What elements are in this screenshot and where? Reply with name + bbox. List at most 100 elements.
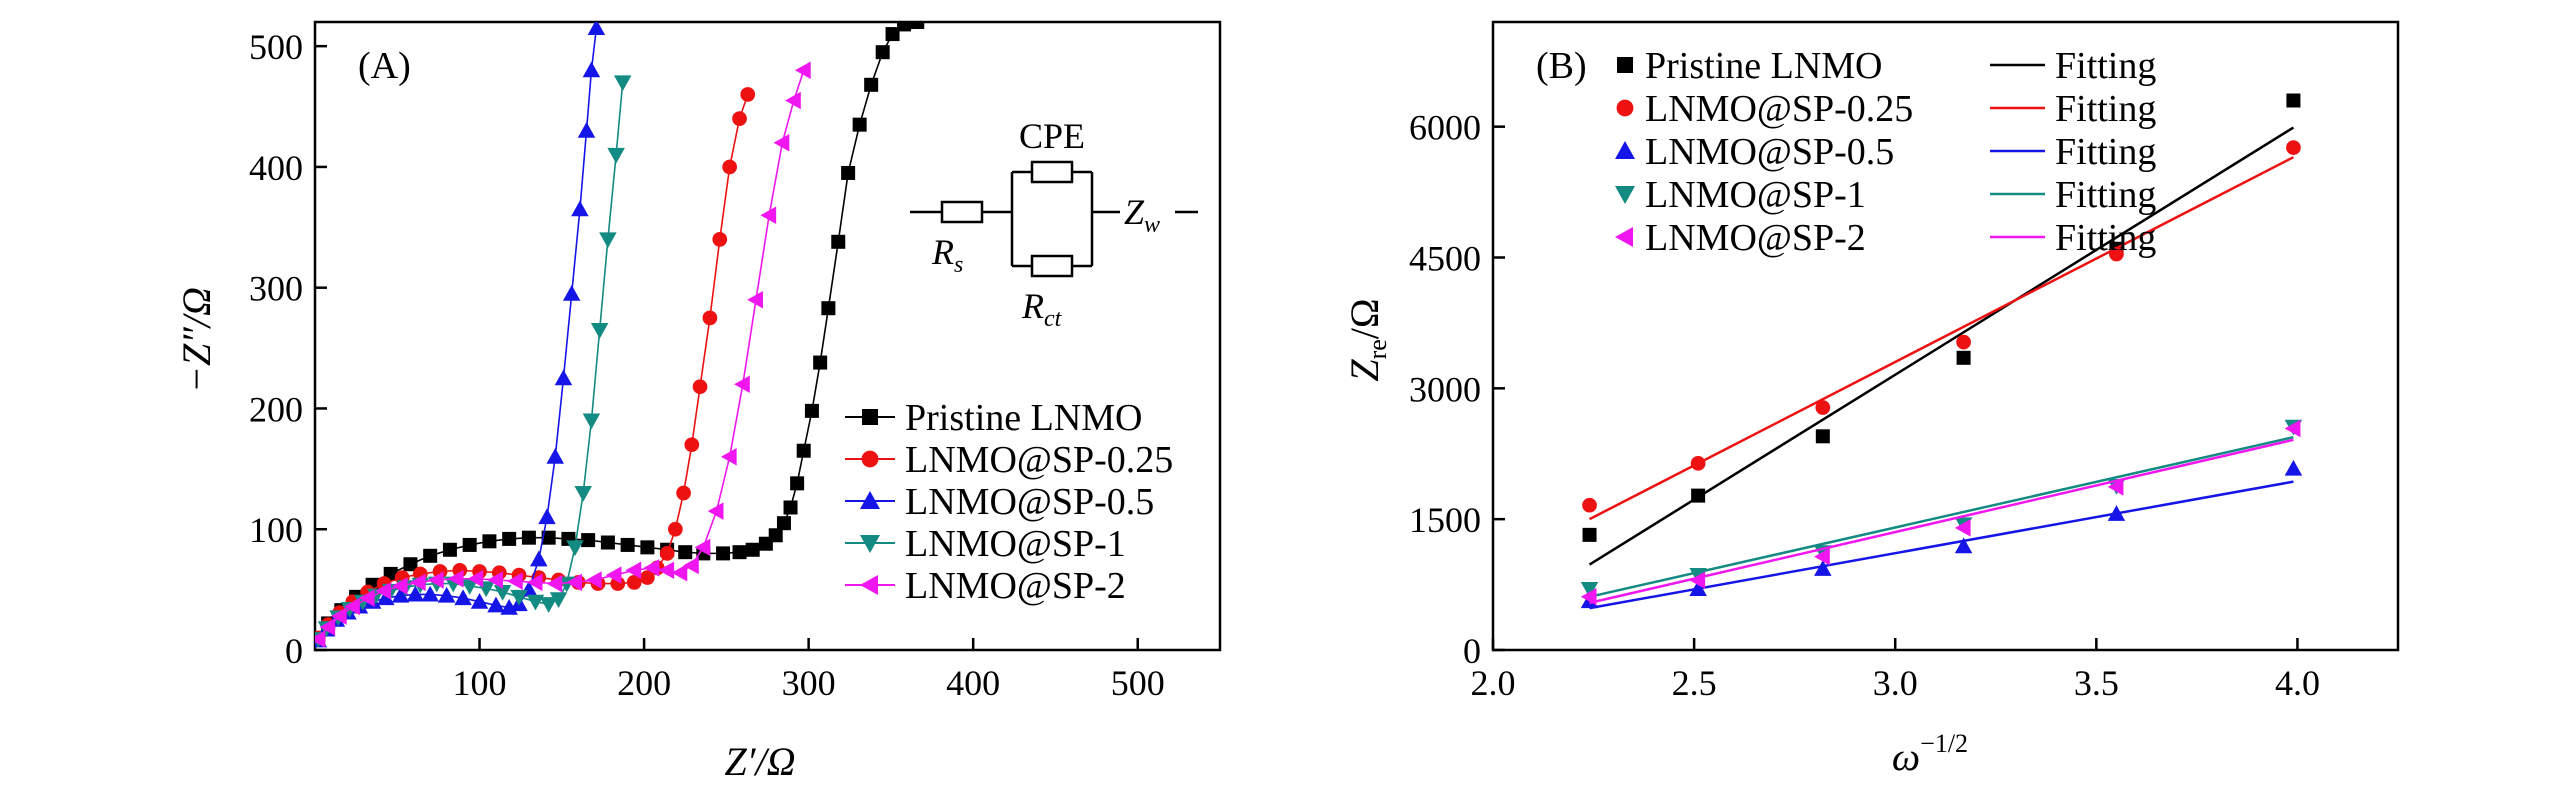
panel-b-point-2 — [1954, 537, 1973, 554]
panel-a-point-4 — [330, 607, 347, 625]
panel-a-point-4 — [409, 573, 426, 592]
panel-b-fit-line-0 — [1588, 126, 2295, 566]
panel-a-point-4 — [683, 556, 699, 575]
panel-a-point-0 — [521, 530, 536, 545]
panel-b-y-axis-unit: /Ω — [1342, 298, 1387, 339]
panel-a-point-4 — [658, 561, 675, 580]
panel-a-y-tick-label: 300 — [249, 269, 303, 309]
panel-a-x-tick-label: 200 — [617, 663, 671, 703]
panel-a-legend-label: LNMO@SP-0.25 — [905, 439, 1173, 481]
panel-a-point-3 — [549, 592, 568, 609]
panel-a-x-tick-label: 300 — [782, 663, 836, 703]
panel-a-point-2 — [470, 592, 489, 609]
panel-a-point-0 — [864, 77, 879, 92]
panel-a-point-4 — [546, 574, 563, 593]
panel-b-legend-marker — [1617, 57, 1633, 73]
panel-a-point-4 — [447, 569, 464, 588]
panel-a-point-0 — [482, 534, 497, 549]
panel-a-point-0 — [885, 27, 900, 42]
panel-b-x-axis-omega: ω — [1892, 734, 1920, 779]
panel-b-point-0 — [1815, 429, 1830, 444]
panel-b-point-0 — [1691, 488, 1706, 503]
panel-a-point-4 — [506, 572, 523, 590]
panel-a-point-3 — [510, 589, 528, 606]
panel-a-y-axis-title: −Z″/Ω — [174, 287, 219, 393]
panel-b-point-1 — [1815, 400, 1831, 415]
panel-b-point-4 — [1580, 588, 1597, 606]
panel-b-point-4 — [2107, 478, 2124, 496]
panel-a-frame — [313, 20, 1222, 652]
circuit-label-rct-sub: ct — [1044, 306, 1063, 332]
panel-a-point-0 — [910, 22, 925, 29]
panel-b-point-1 — [1956, 334, 1971, 350]
panel-a-point-2 — [582, 61, 601, 78]
panel-a-point-0 — [600, 535, 615, 550]
panel-a-point-3 — [599, 232, 617, 249]
panel-a-point-0 — [897, 22, 912, 32]
panel-a-point-4 — [694, 538, 711, 557]
panel-b-legend-fit-label: Fitting — [2055, 174, 2156, 216]
panel-a-point-4 — [760, 206, 777, 224]
panel-a-point-2 — [530, 550, 548, 567]
panel-a-point-0 — [790, 476, 805, 491]
panel-b-legend-fit-label: Fitting — [2055, 88, 2156, 130]
panel-b-point-4 — [1814, 547, 1830, 566]
panel-b-point-0 — [1956, 350, 1971, 365]
panel-a-point-1 — [692, 379, 708, 395]
panel-a-point-0 — [796, 443, 811, 458]
circuit-label-zw-main: Z — [1124, 192, 1145, 232]
panel-a-point-4 — [391, 577, 408, 595]
panel-a-y-tick-label: 500 — [249, 27, 303, 67]
panel-a-legend-label: LNMO@SP-0.5 — [905, 481, 1154, 523]
panel-b-fit-line-4 — [1589, 438, 2294, 605]
panel-a-legend-marker — [860, 575, 878, 595]
panel-b-legend-marker — [1615, 186, 1635, 204]
panel-a-point-2 — [487, 596, 505, 613]
panel-a-point-3 — [460, 578, 479, 595]
panel-a-legend-label: LNMO@SP-1 — [905, 523, 1126, 565]
panel-a-point-3 — [582, 413, 601, 430]
panel-b-legend-marker — [1616, 99, 1634, 117]
panel-b-x-tick-label: 3.0 — [1873, 663, 1918, 703]
panel-b-point-2 — [1689, 580, 1707, 596]
panel-b-x-tick-label: 4.0 — [2275, 663, 2320, 703]
circuit-label-zw-sub: w — [1144, 212, 1160, 238]
panel-a-point-4 — [566, 573, 582, 592]
panel-a-point-2 — [554, 369, 573, 386]
panel-b-legend-fit-label: Fitting — [2055, 217, 2156, 259]
panel-b-point-4 — [1954, 519, 1971, 537]
panel-b-y-tick-label: 4500 — [1409, 239, 1481, 279]
panel-b-x-tick-label: 3.5 — [2074, 663, 2119, 703]
panel-a-point-2 — [437, 586, 456, 603]
panel-a-point-2 — [421, 585, 439, 602]
panel-a-point-2 — [538, 508, 556, 525]
panel-a-legend-marker — [860, 491, 880, 509]
panel-a-point-4 — [315, 630, 326, 648]
panel-a-point-2 — [546, 448, 564, 464]
panel-a-x-tick-label: 100 — [453, 663, 507, 703]
panel-a-point-0 — [502, 531, 517, 546]
panel-a-point-0 — [841, 165, 856, 180]
panel-b: 0 1500 3000 4500 6000 2.0 2.5 3.0 3.5 4.0 (B) ω−… — [1342, 20, 2400, 779]
panel-b-point-3 — [1580, 581, 1599, 598]
panel-b-point-4 — [2284, 419, 2301, 438]
panel-b-x-axis-title: ω−1/2 — [1892, 729, 1968, 779]
circuit-label-rs: Rs — [931, 232, 963, 278]
panel-a-legend-marker — [861, 450, 879, 468]
panel-b-y-axis-subscript: re — [1363, 339, 1392, 359]
panel-a-point-2 — [577, 121, 596, 138]
panel-a-point-0 — [678, 545, 693, 560]
circuit-label-zw: Zw — [1124, 192, 1160, 238]
panel-b-point-2 — [2284, 459, 2303, 476]
panel-b-point-1 — [1582, 497, 1597, 513]
panel-b-point-0 — [2286, 93, 2301, 108]
panel-a-point-1 — [684, 437, 700, 453]
panel-a-point-1 — [722, 159, 738, 175]
panel-a-point-3 — [574, 486, 592, 502]
panel-a-point-2 — [571, 200, 589, 217]
panel-b-label: (B) — [1536, 45, 1587, 87]
panel-a-point-1 — [740, 87, 756, 102]
panel-a-point-4 — [467, 569, 484, 588]
circuit-label-rs-main: R — [931, 232, 954, 272]
